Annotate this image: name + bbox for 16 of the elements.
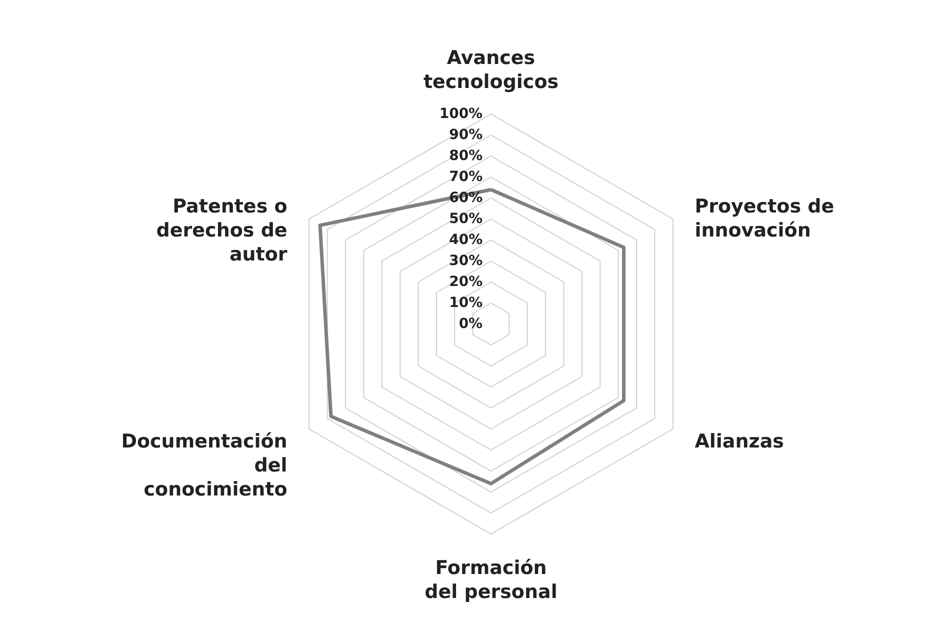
spoke-label: Patentes o derechos de autor xyxy=(156,195,288,266)
y-tick-label: 100% xyxy=(439,106,483,122)
y-tick-label: 40% xyxy=(449,232,483,248)
spoke-label: Proyectos de innovación xyxy=(694,195,834,242)
spoke-label: Alianzas xyxy=(694,430,784,453)
spoke-label: Avances tecnologicos xyxy=(423,46,559,93)
y-tick-label: 50% xyxy=(449,211,483,227)
y-tick-label: 10% xyxy=(449,295,483,311)
y-tick-label: 20% xyxy=(449,274,483,290)
spoke-label: Documentación del conocimiento xyxy=(121,430,288,501)
y-tick-label: 0% xyxy=(458,316,483,332)
y-tick-label: 30% xyxy=(449,253,483,269)
spoke-label: Formación del personal xyxy=(424,557,558,604)
y-tick-label: 70% xyxy=(449,169,483,185)
y-tick-label: 90% xyxy=(449,127,483,143)
y-tick-label: 80% xyxy=(449,148,483,164)
